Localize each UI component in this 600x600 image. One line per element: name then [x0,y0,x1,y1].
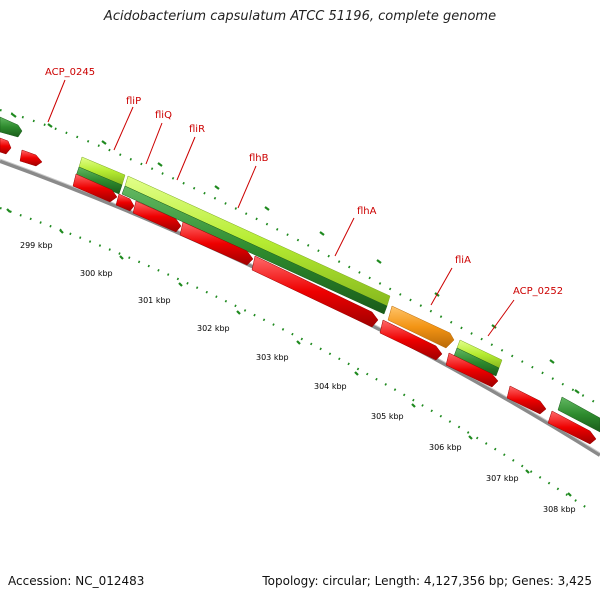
cds-flip[interactable] [72,173,118,203]
kbp-label-300: 300 kbp [80,269,113,278]
gene-label-fliq: fliQ [155,110,172,121]
gene-label-flip: fliP [126,96,141,107]
gene-label-acp0252: ACP_0252 [513,286,563,297]
gene-label-flia: fliA [455,255,471,266]
cds-right-2[interactable] [547,410,597,445]
kbp-label-303: 303 kbp [256,353,289,362]
cds-flia[interactable] [379,319,443,361]
outer-tick-ring [0,108,600,406]
genome-backbone [0,159,600,457]
kbp-label-307: 307 kbp [486,474,519,483]
cds-right-1[interactable] [506,385,547,415]
kbp-label-299: 299 kbp [20,241,53,250]
cds-left-1[interactable] [0,137,12,155]
cds-flir[interactable] [132,200,182,233]
outer-major-ticks [11,113,580,394]
cds-acp0252[interactable] [445,352,499,388]
cds-flhb[interactable] [179,221,254,266]
gene-acp0245-outer[interactable] [0,116,23,138]
inner-major-ticks [6,208,572,497]
gene-label-flhb: flhB [249,153,269,164]
gene-fliqr-light[interactable] [124,175,391,307]
kbp-label-306: 306 kbp [429,443,462,452]
gene-flia-orange[interactable] [387,305,455,349]
kbp-label-305: 305 kbp [371,412,404,421]
kbp-label-308: 308 kbp [543,505,576,514]
outer-gene-band [0,116,600,433]
gene-label-flha: flhA [357,206,377,217]
gene-acp0252-dark[interactable] [453,347,500,377]
gene-right-dark[interactable] [557,396,600,433]
gene-label-acp0245: ACP_0245 [45,67,95,78]
gene-label-flir: fliR [189,124,205,135]
cds-fliq[interactable] [115,193,135,212]
gene-flhab-dark[interactable] [121,185,388,315]
kbp-label-302: 302 kbp [197,324,230,333]
cds-left-2[interactable] [19,149,43,167]
accession-footer: Accession: NC_012483 [8,574,145,588]
label-leaders [47,79,515,337]
kbp-label-301: 301 kbp [138,296,171,305]
topology-footer: Topology: circular; Length: 4,127,356 bp… [262,574,592,588]
kbp-label-304: 304 kbp [314,382,347,391]
cds-band [0,137,597,445]
map-title: Acidobacterium capsulatum ATCC 51196, co… [103,9,497,24]
cds-flha[interactable] [251,255,379,328]
